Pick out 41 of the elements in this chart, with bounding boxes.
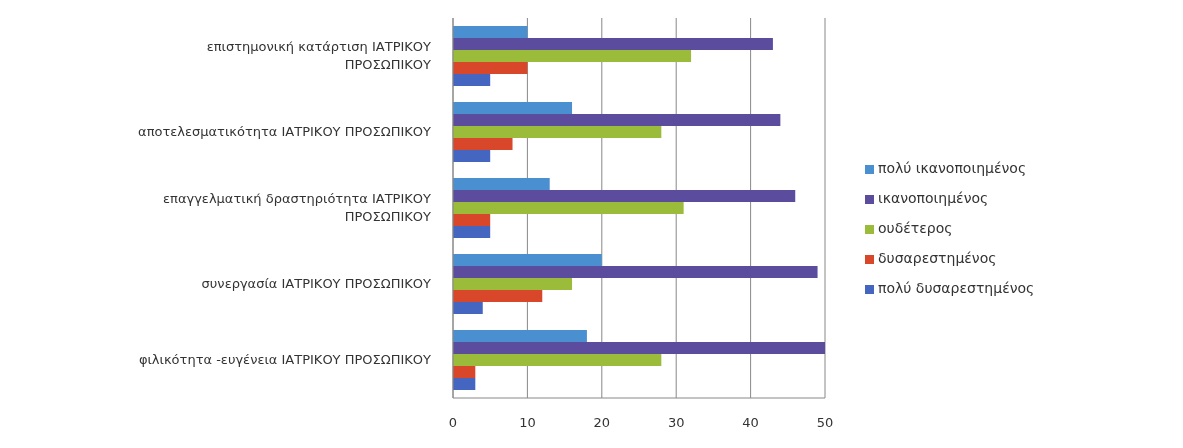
bar: [453, 214, 491, 226]
legend-label: πολύ ικανοποιημένος: [878, 160, 1027, 176]
bar: [453, 74, 491, 86]
bar: [453, 202, 684, 214]
bar: [453, 354, 662, 366]
legend-label: πολύ δυσαρεστημένος: [878, 280, 1035, 296]
bar: [453, 126, 662, 138]
bar: [453, 150, 491, 162]
bar: [453, 366, 476, 378]
y-tick-label: επιστημονική κατάρτιση ΙΑΤΡΙΚΟΥ ΠΡΟΣΩΠΙΚΟΥ: [206, 39, 432, 72]
bar: [453, 226, 491, 238]
x-tick-label: 0: [448, 415, 458, 431]
bar: [453, 330, 587, 342]
y-tick-label: αποτελεσματικότητα ΙΑΤΡΙΚΟΥ ΠΡΟΣΩΠΙΚΟΥ: [138, 124, 432, 139]
y-tick-label: συνεργασία ΙΑΤΡΙΚΟΥ ΠΡΟΣΩΠΙΚΟΥ: [201, 276, 432, 291]
x-tick-label: 10: [519, 415, 536, 431]
legend-label: ουδέτερος: [878, 220, 953, 236]
x-tick-label: 50: [816, 415, 834, 431]
bar: [453, 102, 573, 114]
bar: [453, 62, 528, 74]
bar: [453, 26, 528, 38]
bar: [453, 190, 796, 202]
y-tick-label: επαγγελματική δραστηριότητα ΙΑΤΡΙΚΟΥ ΠΡΟΣΩΠΙΚΟΥ: [163, 191, 432, 224]
bar: [453, 342, 825, 354]
bar: [453, 114, 781, 126]
x-tick-label: 40: [742, 415, 759, 431]
bar: [453, 38, 773, 50]
y-tick-label: φιλικότητα -ευγένεια ΙΑΤΡΙΚΟΥ ΠΡΟΣΩΠΙΚΟΥ: [138, 352, 432, 367]
bar: [453, 254, 602, 266]
legend-label: ικανοποιημένος: [878, 190, 989, 206]
bar: [453, 266, 818, 278]
x-tick-label: 20: [593, 415, 611, 431]
bar: [453, 50, 692, 62]
bar: [453, 278, 573, 290]
x-tick-label: 30: [667, 415, 685, 431]
bar: [453, 138, 513, 150]
legend-label: δυσαρεστημένος: [878, 250, 997, 266]
bar: [453, 178, 550, 190]
bar: [453, 290, 543, 302]
bar: [453, 302, 483, 314]
bar: [453, 378, 476, 390]
